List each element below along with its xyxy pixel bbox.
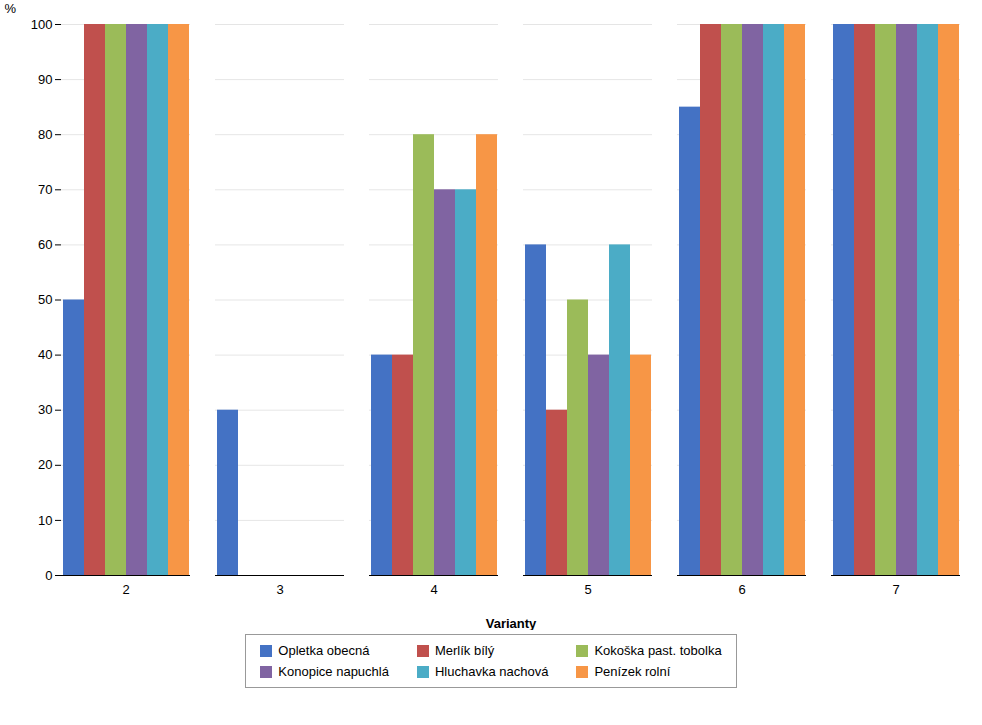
svg-text:%: % [5, 1, 17, 16]
svg-text:90: 90 [38, 72, 52, 87]
svg-text:4: 4 [430, 582, 437, 597]
svg-text:80: 80 [38, 127, 52, 142]
html-text:Penízek rolní: Penízek rolní [594, 664, 671, 679]
svg-text:Varianty: Varianty [486, 616, 537, 631]
svg-text:70: 70 [38, 182, 52, 197]
svg-text:7: 7 [892, 582, 899, 597]
svg-text:10: 10 [38, 513, 52, 528]
svg-text:40: 40 [38, 347, 52, 362]
html-text:Kokoška past. tobolka: Kokoška past. tobolka [594, 643, 722, 658]
svg-text:0: 0 [45, 568, 52, 583]
html-text:Merlík bílý: Merlík bílý [435, 643, 495, 658]
svg-text:2: 2 [122, 582, 129, 597]
html-text:Hluchavka nachová: Hluchavka nachová [435, 664, 549, 679]
svg-text:5: 5 [584, 582, 591, 597]
svg-text:20: 20 [38, 457, 52, 472]
svg-text:30: 30 [38, 402, 52, 417]
svg-text:100: 100 [31, 17, 53, 32]
html-text:Opletka obecná: Opletka obecná [278, 643, 370, 658]
svg-text:50: 50 [38, 292, 52, 307]
svg-text:60: 60 [38, 237, 52, 252]
html-text:Konopice napuchlá: Konopice napuchlá [278, 664, 389, 679]
svg-text:3: 3 [276, 582, 283, 597]
svg-text:6: 6 [738, 582, 745, 597]
